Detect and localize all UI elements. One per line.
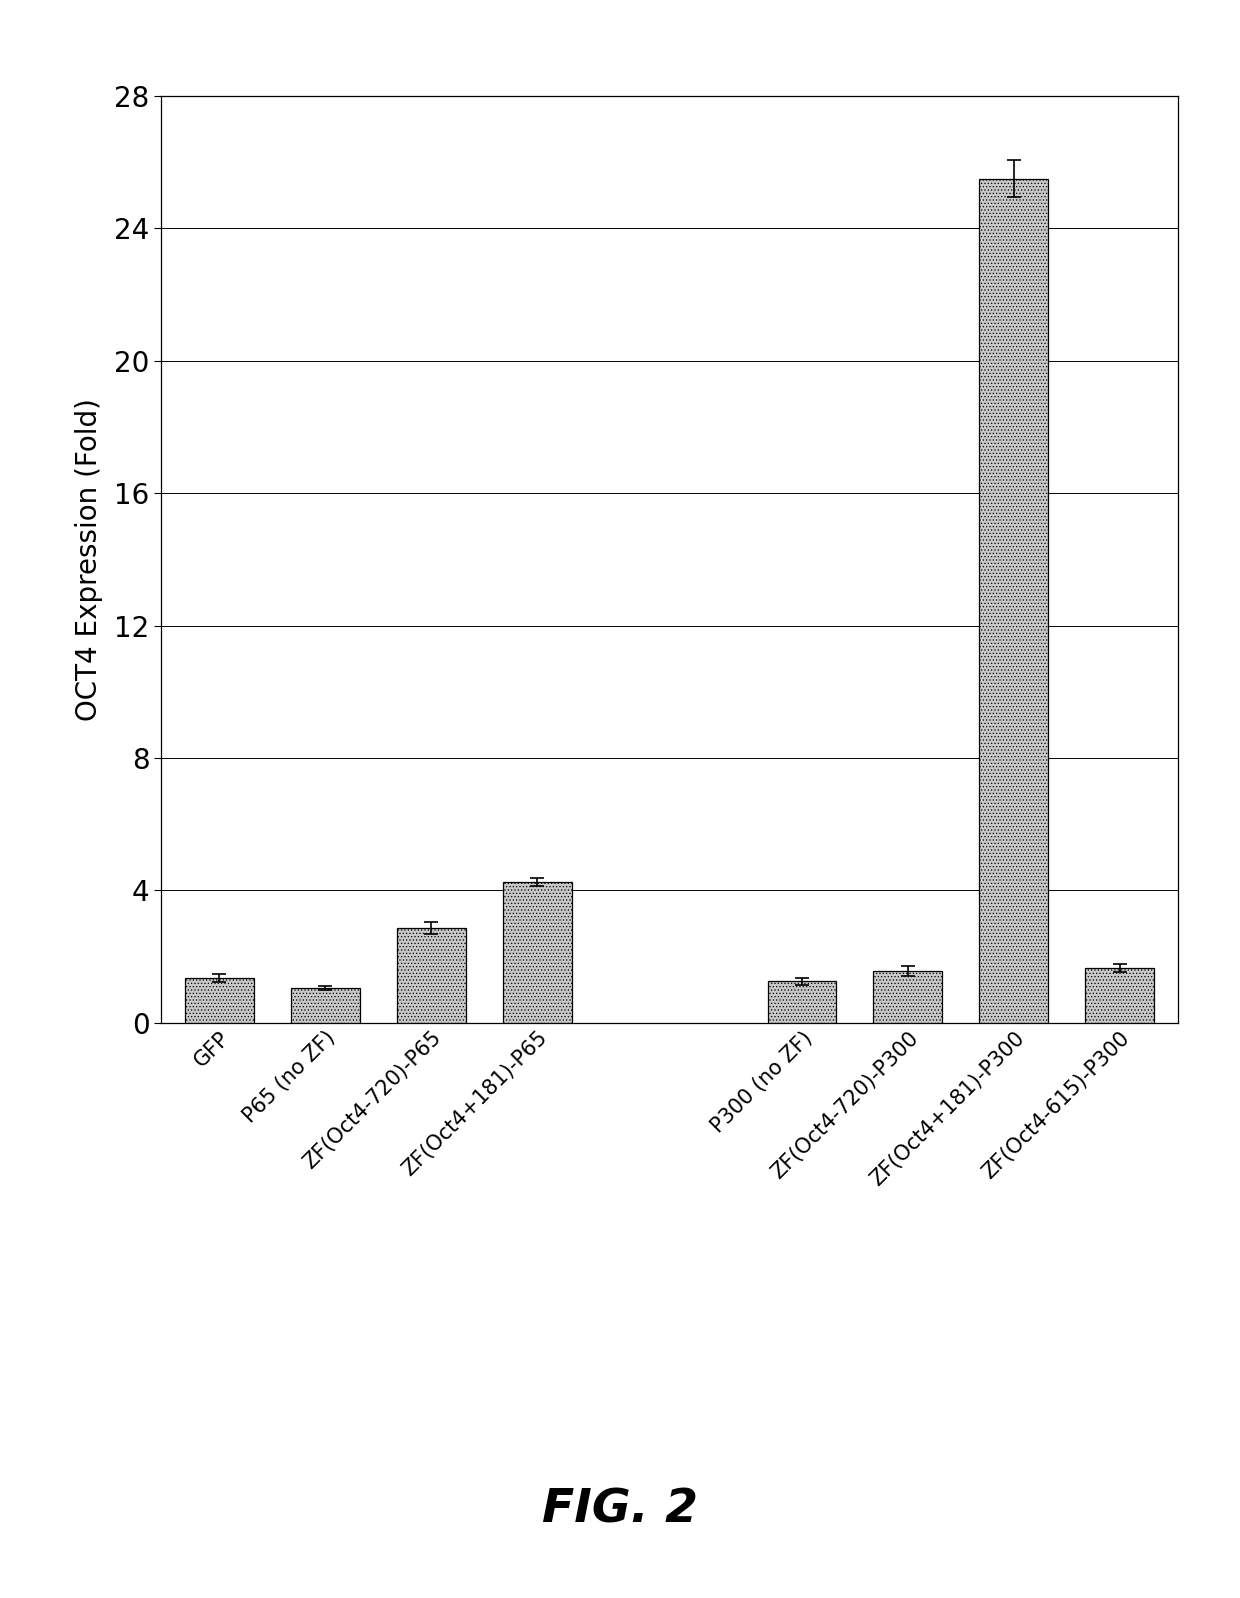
- Bar: [980, 179, 1048, 1023]
- Bar: [1085, 968, 1154, 1023]
- Bar: [768, 981, 837, 1023]
- Bar: [397, 928, 466, 1023]
- Bar: [291, 988, 360, 1023]
- Bar: [873, 972, 942, 1023]
- Y-axis label: OCT4 Expression (Fold): OCT4 Expression (Fold): [74, 398, 103, 721]
- Bar: [185, 978, 254, 1023]
- Bar: [502, 882, 572, 1023]
- Text: FIG. 2: FIG. 2: [542, 1488, 698, 1532]
